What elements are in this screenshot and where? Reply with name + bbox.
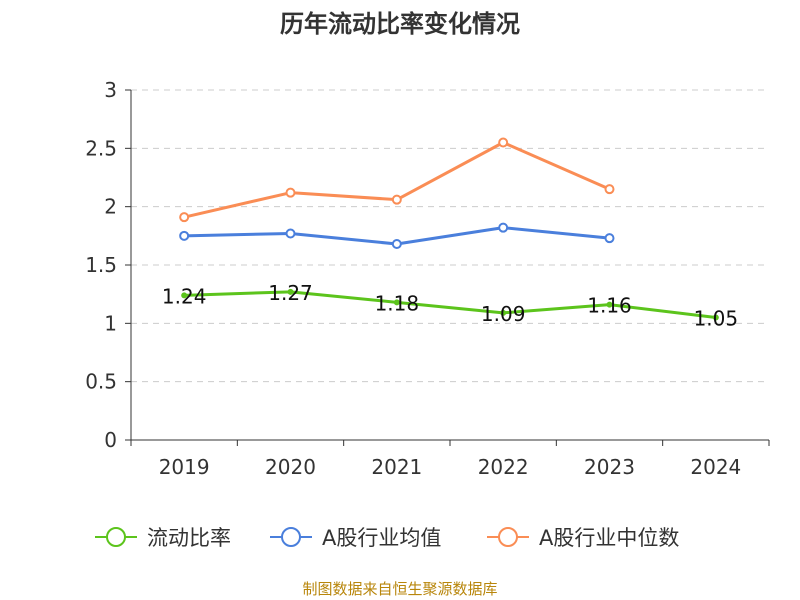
series-line	[183, 141, 611, 219]
data-point	[181, 292, 188, 299]
legend-marker	[281, 527, 301, 547]
y-tick-label: 1	[104, 311, 117, 335]
data-label: 1.09	[481, 302, 526, 326]
data-point	[498, 137, 509, 148]
data-point	[391, 194, 402, 205]
data-point	[498, 222, 509, 233]
legend-item: 流动比率	[95, 526, 231, 550]
y-tick-label: 0.5	[85, 370, 117, 394]
legend-item: A股行业均值	[270, 526, 441, 550]
legend-label: A股行业均值	[322, 526, 441, 550]
legend: 流动比率 A股行业均值 A股行业中位数	[95, 526, 679, 550]
chart-title: 历年流动比率变化情况	[280, 10, 520, 38]
data-label: 1.27	[268, 281, 313, 305]
legend-marker	[106, 527, 126, 547]
series-line	[184, 290, 717, 319]
data-point	[287, 288, 294, 295]
data-point	[393, 299, 400, 306]
data-label: 1.24	[162, 284, 207, 308]
x-tick-label: 2023	[584, 455, 635, 479]
data-point	[604, 233, 615, 244]
data-label: 1.16	[587, 294, 632, 318]
legend-label: 流动比率	[147, 526, 231, 550]
data-point	[500, 309, 507, 316]
x-tick-label: 2021	[371, 455, 422, 479]
source-note: 制图数据来自恒生聚源数据库	[302, 580, 498, 598]
legend-item: A股行业中位数	[487, 526, 679, 550]
x-tick-label: 2020	[265, 455, 316, 479]
y-tick-label: 3	[104, 78, 117, 102]
data-point	[285, 187, 296, 198]
data-point	[179, 230, 190, 241]
gridlines	[131, 89, 769, 383]
data-point	[391, 239, 402, 249]
data-labels: 1.24 1.27 1.18 1.09 1.16 1.05	[162, 281, 738, 331]
y-tick-label: 0	[104, 428, 117, 452]
x-tick-label: 2022	[478, 455, 529, 479]
data-point	[606, 301, 613, 308]
y-tick-label: 1.5	[85, 253, 117, 277]
legend-marker	[498, 527, 518, 547]
axes: 0 0.5 1 1.5 2 2.5 3 2019 2020 2021 2022 2023 2024	[85, 78, 770, 479]
y-tick-label: 2.5	[85, 136, 117, 160]
data-point	[604, 184, 615, 195]
x-tick-label: 2024	[690, 455, 741, 479]
data-point	[712, 314, 719, 321]
data-label: 1.18	[375, 291, 420, 315]
series-lines	[179, 137, 719, 321]
data-label: 1.05	[694, 307, 739, 331]
y-tick-label: 2	[104, 195, 117, 219]
data-point	[285, 228, 296, 239]
legend-label: A股行业中位数	[539, 526, 679, 550]
x-tick-label: 2019	[159, 455, 210, 479]
data-point	[179, 212, 190, 223]
